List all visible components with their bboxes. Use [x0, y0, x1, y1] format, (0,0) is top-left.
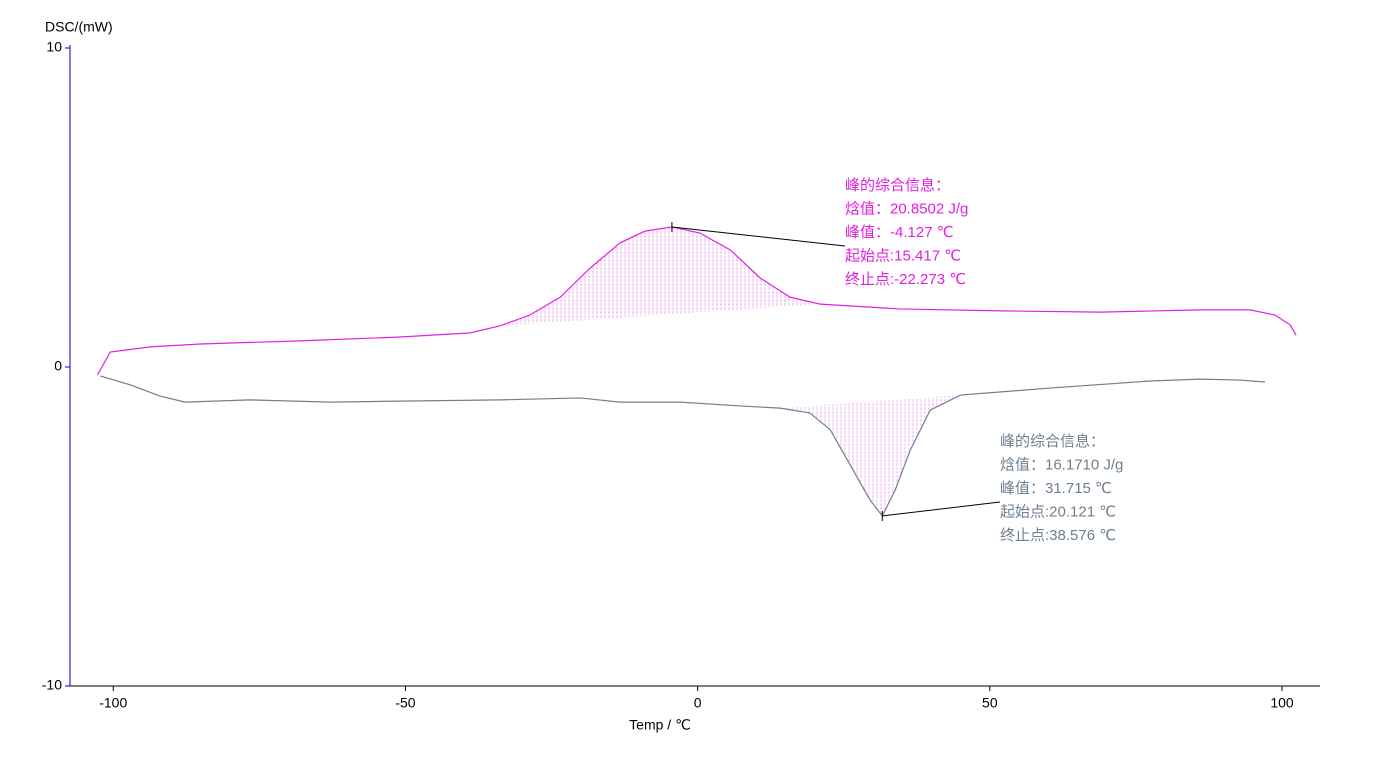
peak-hatch	[780, 395, 961, 516]
x-axis-label: Temp / ℃	[629, 717, 691, 733]
peak-leader	[882, 501, 1001, 517]
annotation-line: 起始点:20.121 ℃	[1000, 503, 1116, 520]
annotation-line: 焓值：20.8502 J/g	[845, 200, 968, 217]
x-tick-label: -100	[99, 695, 127, 711]
peak-hatch	[500, 226, 821, 326]
annotation-line: 终止点:38.576 ℃	[1000, 527, 1116, 544]
x-tick-label: 50	[982, 695, 998, 711]
x-tick-label: 0	[694, 695, 702, 711]
y-tick-label: -10	[42, 677, 62, 693]
y-tick-label: 0	[54, 358, 62, 374]
annotation-line: 峰的综合信息：	[845, 177, 950, 194]
peak-leader	[671, 226, 846, 247]
y-axis-label: DSC/(mW)	[45, 19, 113, 35]
series-line	[100, 375, 1266, 518]
annotation-line: 终止点:-22.273 ℃	[845, 271, 966, 288]
annotation-line: 峰值：31.715 ℃	[1000, 480, 1112, 497]
x-tick-label: 100	[1270, 695, 1294, 711]
annotation-line: 起始点:15.417 ℃	[845, 247, 961, 264]
annotation-line: 峰值：-4.127 ℃	[845, 224, 954, 241]
y-tick-label: 10	[46, 39, 62, 55]
annotation-line: 焓值：16.1710 J/g	[1000, 456, 1123, 473]
x-tick-label: -50	[395, 695, 415, 711]
annotation-line: 峰的综合信息：	[1000, 433, 1105, 450]
